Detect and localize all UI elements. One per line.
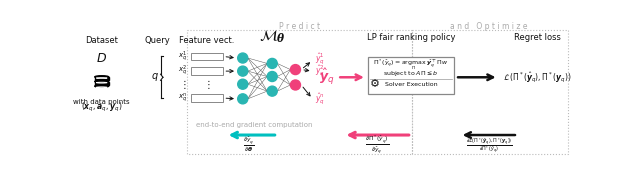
Circle shape [237, 53, 248, 63]
Text: $\hat{y}_q^2$: $\hat{y}_q^2$ [315, 63, 325, 79]
Circle shape [267, 72, 277, 82]
Circle shape [267, 86, 277, 96]
Ellipse shape [95, 85, 109, 87]
Text: $D$: $D$ [96, 52, 108, 65]
Text: $x_q^n$: $x_q^n$ [177, 91, 187, 105]
Circle shape [237, 94, 248, 104]
Text: $\Pi^*(\hat{y}_q) = \underset{\Pi}{\mathrm{argmax}}\; \hat{\boldsymbol{y}}_q^\to: $\Pi^*(\hat{y}_q) = \underset{\Pi}{\math… [373, 58, 449, 72]
Text: LP fair ranking policy: LP fair ranking policy [367, 33, 455, 42]
Circle shape [291, 80, 301, 90]
FancyBboxPatch shape [368, 57, 454, 94]
FancyBboxPatch shape [191, 94, 223, 102]
Text: Regret loss: Regret loss [514, 33, 561, 42]
Polygon shape [95, 82, 109, 85]
Circle shape [291, 65, 301, 75]
Ellipse shape [95, 76, 109, 78]
Text: ⚙: ⚙ [371, 79, 380, 89]
Text: $\mathcal{M}_{\boldsymbol{\theta}}$: $\mathcal{M}_{\boldsymbol{\theta}}$ [259, 28, 285, 45]
Ellipse shape [95, 80, 109, 83]
Text: Query: Query [145, 36, 170, 45]
Text: Solver Execution: Solver Execution [385, 82, 437, 87]
Circle shape [267, 58, 277, 68]
Circle shape [237, 66, 248, 76]
Text: $\frac{\partial \hat{y}_q}{\partial \boldsymbol{\theta}}$: $\frac{\partial \hat{y}_q}{\partial \bol… [243, 134, 255, 154]
FancyBboxPatch shape [191, 67, 223, 75]
Text: $\hat{y}_q^1$: $\hat{y}_q^1$ [315, 51, 325, 67]
Text: Dataset: Dataset [85, 36, 118, 45]
Text: $\mathcal{L}\,(\Pi^*(\hat{\boldsymbol{y}}_q), \Pi^*(\boldsymbol{y}_q))$: $\mathcal{L}\,(\Pi^*(\hat{\boldsymbol{y}… [503, 70, 572, 85]
Text: P r e d i c t: P r e d i c t [279, 22, 320, 31]
Text: $\vdots$: $\vdots$ [179, 78, 186, 92]
Text: $\hat{\boldsymbol{y}}_q$: $\hat{\boldsymbol{y}}_q$ [319, 67, 334, 87]
Text: $x_q^1$: $x_q^1$ [178, 49, 187, 64]
Text: $x_q^2$: $x_q^2$ [178, 64, 187, 78]
Text: subject to $A\Pi \leq b$: subject to $A\Pi \leq b$ [383, 69, 438, 78]
Text: $q$: $q$ [151, 71, 159, 83]
Text: $(\boldsymbol{x}_q, \boldsymbol{a}_q, \boldsymbol{y}_q)$: $(\boldsymbol{x}_q, \boldsymbol{a}_q, \b… [81, 101, 122, 114]
Text: $\vdots$: $\vdots$ [204, 78, 211, 92]
Text: with data points: with data points [74, 99, 130, 105]
Text: end-to-end gradient computation: end-to-end gradient computation [196, 122, 312, 128]
Text: a n d   O p t i m i z e: a n d O p t i m i z e [451, 22, 528, 31]
Circle shape [237, 79, 248, 89]
Text: $\hat{y}_q^n$: $\hat{y}_q^n$ [315, 91, 325, 107]
Text: Feature vect.: Feature vect. [179, 36, 234, 45]
Text: $\frac{\partial \mathcal{L}(\Pi^*(\hat{\boldsymbol{y}}_q),\Pi^*(\boldsymbol{y}_q: $\frac{\partial \mathcal{L}(\Pi^*(\hat{\… [466, 137, 513, 157]
FancyBboxPatch shape [191, 53, 223, 60]
Polygon shape [95, 77, 109, 80]
Text: $\frac{\partial \Pi^*(\hat{y}_q)}{\partial \hat{y}_q}$: $\frac{\partial \Pi^*(\hat{y}_q)}{\parti… [365, 133, 390, 156]
